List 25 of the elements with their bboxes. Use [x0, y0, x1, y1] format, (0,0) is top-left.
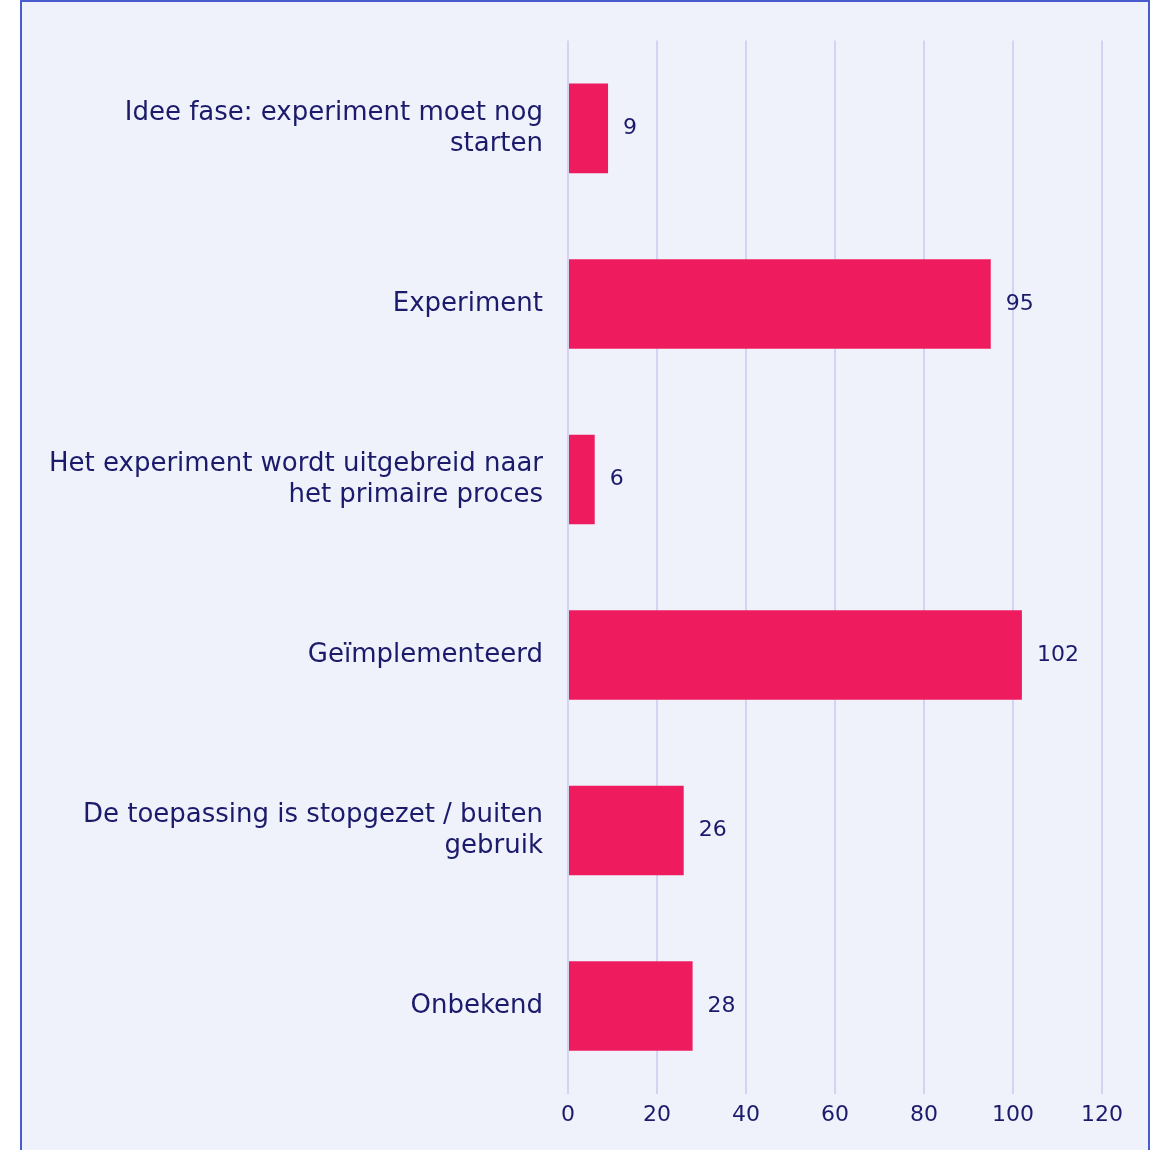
data-label: 9	[623, 114, 638, 140]
bar	[569, 785, 684, 876]
bar	[569, 83, 609, 174]
y-tick-label: De toepassing is stopgezet / buiten gebruik	[82, 797, 543, 859]
x-tick-label: 40	[732, 1100, 760, 1126]
x-tick-label: 80	[910, 1100, 938, 1126]
x-tick-label: 20	[643, 1100, 671, 1126]
x-tick-label: 120	[1081, 1100, 1123, 1126]
x-tick-label: 60	[821, 1100, 849, 1126]
data-label: 95	[1005, 289, 1034, 315]
y-tick-label: Experiment	[392, 286, 543, 317]
bar	[569, 259, 991, 349]
x-tick-label: 100	[992, 1100, 1034, 1126]
y-tick-label: Idee fase: experiment moet nog starten	[124, 95, 543, 157]
data-label: 26	[698, 816, 727, 842]
bar	[569, 610, 1022, 700]
y-tick-label: Het experiment wordt uitgebreid naar het primaire proces	[48, 446, 544, 508]
data-label: 28	[707, 991, 736, 1017]
data-label: 102	[1036, 640, 1079, 666]
x-tick-label: 0	[561, 1100, 575, 1126]
y-tick-label: Geïmplementeerd	[307, 637, 543, 668]
y-tick-label: Onbekend	[410, 988, 543, 1019]
data-label: 6	[609, 465, 624, 491]
bar	[569, 434, 595, 525]
bar	[569, 961, 693, 1051]
